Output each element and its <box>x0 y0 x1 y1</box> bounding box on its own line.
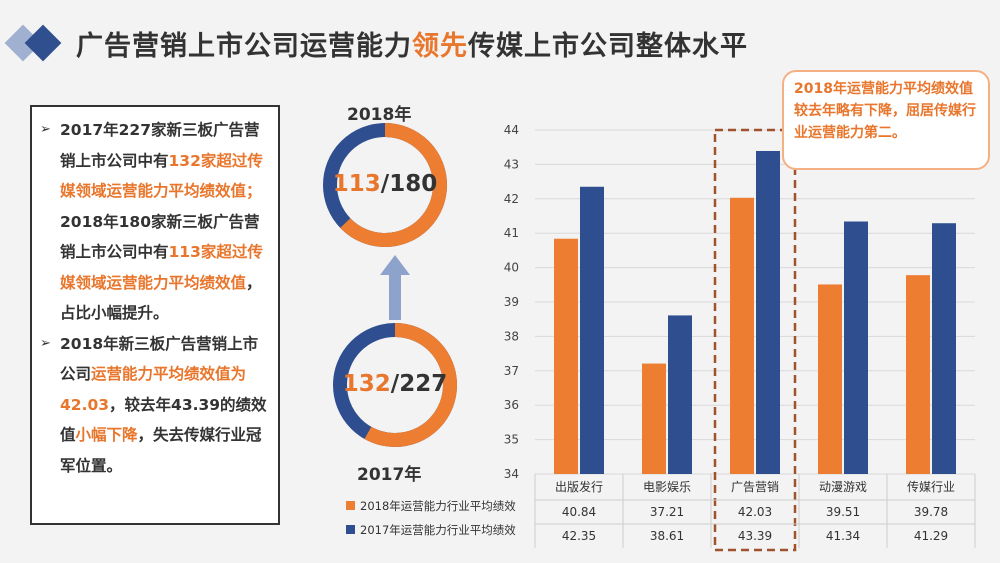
x-category-label: 广告营销 <box>731 480 779 494</box>
table-cell: 43.39 <box>738 529 772 543</box>
table-cell: 38.61 <box>650 529 684 543</box>
legend-swatch <box>346 525 355 534</box>
bar-chart: 34 35 36 37 38 39 40 41 42 43 44 出版发行 电影娱乐 广告营销 动漫游戏 传媒… <box>504 123 976 552</box>
summary-textbox: ➢ 2017年227家新三板广告营销上市公司中有132家超过传媒领域运营能力平均… <box>30 105 280 525</box>
y-tick-label: 42 <box>504 192 519 206</box>
table-cell: 39.78 <box>914 505 948 519</box>
table-cell: 39.51 <box>826 505 860 519</box>
y-tick-label: 38 <box>504 329 519 343</box>
bar-2017-3 <box>844 221 868 474</box>
y-tick-label: 35 <box>504 433 519 447</box>
summary-paragraph-2: ➢ 2018年新三板广告营销上市公司运营能力平均绩效值为42.03，较去年43.… <box>38 329 270 482</box>
bar-2018-0 <box>554 238 578 474</box>
x-category-label: 出版发行 <box>555 479 603 494</box>
table-legend: 2018年运营能力行业平均绩效 2017年运营能力行业平均绩效 <box>346 499 516 537</box>
table-cell: 41.34 <box>826 529 860 543</box>
highlight-dashed-box <box>713 128 797 552</box>
x-category-label: 传媒行业 <box>907 479 955 494</box>
bar-2018-1 <box>642 363 666 474</box>
bar-2018-4 <box>906 275 930 474</box>
bar-2017-4 <box>932 223 956 474</box>
donut-2018 <box>323 123 447 247</box>
table-cell: 42.35 <box>562 529 596 543</box>
table-cell: 37.21 <box>650 505 684 519</box>
arrow-right-icon: ➢ <box>40 122 51 137</box>
legend-label: 2018年运营能力行业平均绩效 <box>360 499 516 513</box>
x-category-label: 动漫游戏 <box>819 480 867 494</box>
y-tick-label: 44 <box>504 123 519 137</box>
arrow-up-icon <box>380 255 410 320</box>
legend-label: 2017年运营能力行业平均绩效 <box>360 523 516 537</box>
y-tick-label: 43 <box>504 157 519 171</box>
y-tick-label: 34 <box>504 467 519 481</box>
arrow-right-icon: ➢ <box>40 335 51 351</box>
y-tick-label: 40 <box>504 261 519 275</box>
summary-paragraph-1: ➢ 2017年227家新三板广告营销上市公司中有132家超过传媒领域运营能力平均… <box>38 115 270 329</box>
legend-swatch <box>346 501 355 510</box>
logo-diamond-dark <box>24 24 62 62</box>
y-tick-label: 39 <box>504 295 519 309</box>
donut-top-year: 2018年 <box>347 105 412 125</box>
x-category-label: 电影娱乐 <box>643 480 691 494</box>
bar-2017-0 <box>580 186 604 474</box>
table-cell: 40.84 <box>562 505 596 519</box>
donut-2017 <box>333 323 457 447</box>
bar-2017-1 <box>668 315 692 474</box>
donut-2017-part-arc <box>333 323 457 447</box>
bar-2018-2 <box>730 197 754 474</box>
callout-box: 2018年运营能力平均绩效值较去年略有下降，屈居传媒行业运营能力第二。 <box>782 70 990 170</box>
donut-2018-value: 113/180 <box>332 171 438 197</box>
y-tick-label: 36 <box>504 398 519 412</box>
table-cell: 41.29 <box>914 529 948 543</box>
bar-2018-3 <box>818 284 842 474</box>
donut-2017-value: 132/227 <box>342 371 448 397</box>
bar-2017-2 <box>756 150 780 474</box>
y-tick-label: 37 <box>504 364 519 378</box>
table-cell: 42.03 <box>738 505 772 519</box>
donut-2018-part-arc <box>323 123 447 247</box>
page-title: 广告营销上市公司运营能力领先传媒上市公司整体水平 <box>76 31 748 62</box>
donut-bottom-year: 2017年 <box>357 465 422 485</box>
y-tick-label: 41 <box>504 226 519 240</box>
